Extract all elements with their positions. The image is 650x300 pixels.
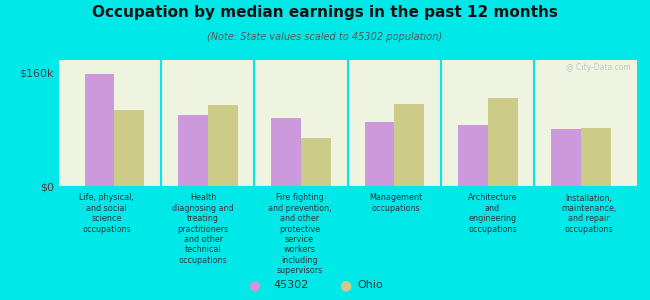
Bar (458, 125, 488, 186)
Bar (395, 104, 424, 186)
Text: ●: ● (248, 278, 260, 292)
Text: Installation,
maintenance,
and repair
occupations: Installation, maintenance, and repair oc… (561, 194, 616, 234)
Bar (488, 98, 517, 186)
Bar (365, 122, 395, 186)
Bar (114, 110, 144, 186)
Text: Ohio: Ohio (358, 280, 384, 290)
Text: ●: ● (339, 278, 351, 292)
Bar (178, 115, 208, 186)
Text: Management
occupations: Management occupations (369, 194, 423, 213)
Bar (551, 129, 581, 186)
Text: @ City-Data.com: @ City-Data.com (566, 62, 631, 71)
Text: Architecture
and
engineering
occupations: Architecture and engineering occupations (467, 194, 517, 234)
Bar (208, 105, 238, 186)
Bar (84, 74, 114, 186)
Text: Fire fighting
and prevention,
and other
protective
service
workers
including
sup: Fire fighting and prevention, and other … (268, 194, 332, 275)
Text: Life, physical,
and social
science
occupations: Life, physical, and social science occup… (79, 194, 134, 234)
Text: Occupation by median earnings in the past 12 months: Occupation by median earnings in the pas… (92, 4, 558, 20)
Bar (581, 128, 611, 186)
Bar (301, 138, 331, 186)
Text: 45302: 45302 (273, 280, 308, 290)
Text: Health
diagnosing and
treating
practitioners
and other
technical
occupations: Health diagnosing and treating practitio… (172, 194, 234, 265)
Bar (271, 118, 301, 186)
Text: (Note: State values scaled to 45302 population): (Note: State values scaled to 45302 popu… (207, 32, 443, 41)
